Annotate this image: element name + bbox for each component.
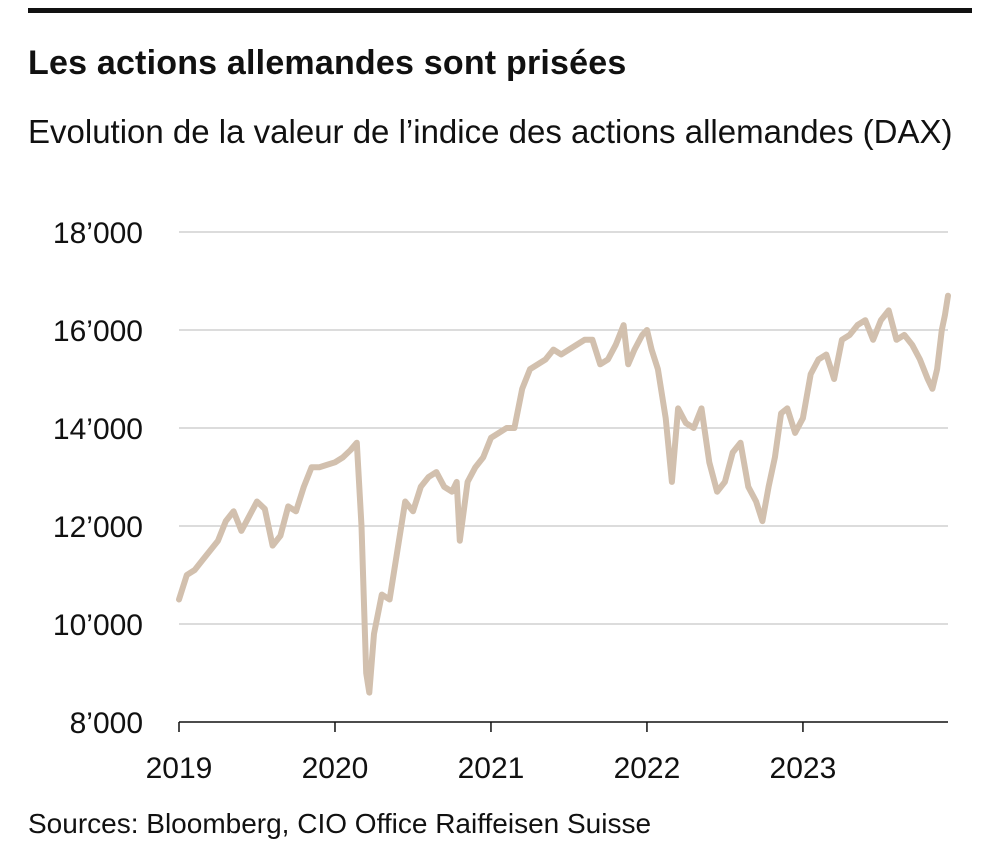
x-tick-label: 2021: [458, 752, 525, 785]
x-tick-label: 2023: [770, 752, 837, 785]
x-tick-label: 2022: [614, 752, 681, 785]
chart-title: Les actions allemandes sont prisées: [28, 44, 627, 82]
y-tick-label: 18’000: [53, 217, 143, 250]
y-tick-label: 14’000: [53, 413, 143, 446]
x-tick-label: 2020: [302, 752, 369, 785]
x-axis: 2019 2020 2021 2022 2023: [146, 721, 948, 785]
x-tick-label: 2019: [146, 752, 213, 785]
gridlines: [179, 231, 948, 625]
y-tick-label: 16’000: [53, 315, 143, 348]
y-tick-label: 10’000: [53, 609, 143, 642]
y-axis-tick-labels: 8’000 10’000 12’000 14’000 16’000 18’000: [53, 217, 143, 740]
chart-subtitle: Evolution de la valeur de l’indice des a…: [28, 113, 953, 150]
y-tick-label: 12’000: [53, 511, 143, 544]
y-tick-label: 8’000: [70, 707, 143, 740]
source-note: Sources: Bloomberg, CIO Office Raiffeise…: [28, 808, 652, 839]
top-rule: [28, 8, 972, 13]
dax-series-line: [176, 292, 951, 696]
series-layer: [176, 292, 951, 696]
